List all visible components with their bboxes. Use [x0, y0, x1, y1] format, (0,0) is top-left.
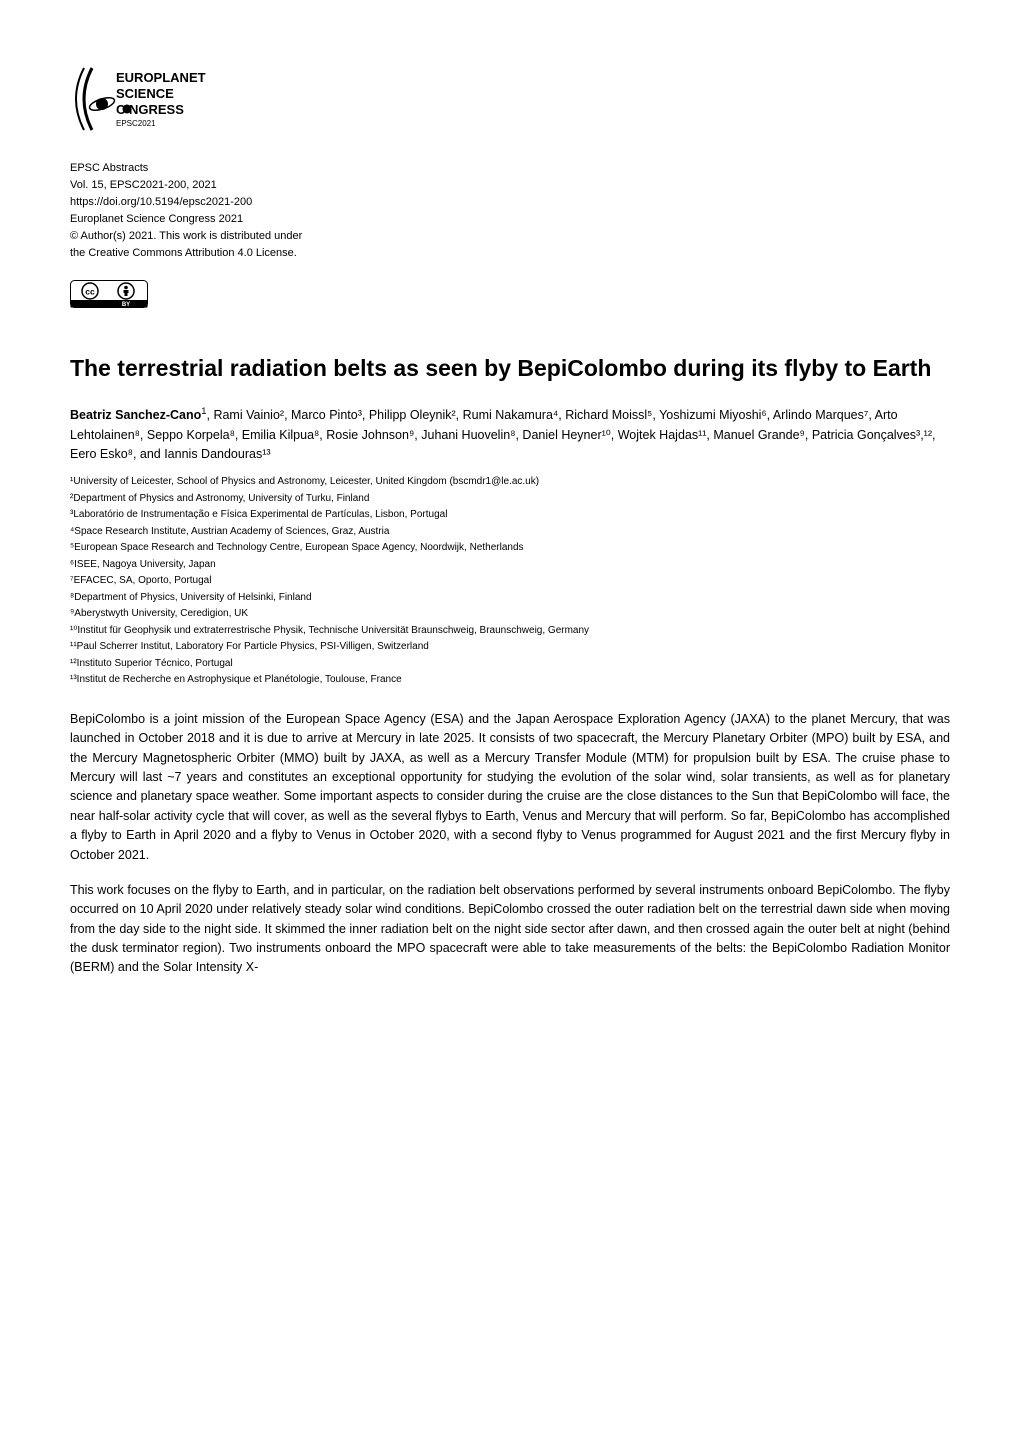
paragraph: This work focuses on the flyby to Earth,… — [70, 881, 950, 978]
abstract-metadata: EPSC Abstracts Vol. 15, EPSC2021-200, 20… — [70, 160, 950, 262]
logo-text-1: EUROPLANET — [116, 70, 206, 85]
affiliation: ³Laboratório de Instrumentação e Física … — [70, 507, 950, 523]
affiliation: ¹²Instituto Superior Técnico, Portugal — [70, 656, 950, 672]
affiliation: ⁸Department of Physics, University of He… — [70, 590, 950, 606]
affiliation: ⁷EFACEC, SA, Oporto, Portugal — [70, 573, 950, 589]
affiliation: ¹¹Paul Scherrer Institut, Laboratory For… — [70, 639, 950, 655]
meta-line: Europlanet Science Congress 2021 — [70, 211, 950, 228]
meta-line: the Creative Commons Attribution 4.0 Lic… — [70, 245, 950, 262]
affiliation: ⁵European Space Research and Technology … — [70, 540, 950, 556]
affiliation: ⁴Space Research Institute, Austrian Acad… — [70, 524, 950, 540]
paragraph: BepiColombo is a joint mission of the Eu… — [70, 710, 950, 865]
logo-sub: EPSC2021 — [116, 119, 156, 128]
svg-text:BY: BY — [122, 302, 130, 308]
cc-by-badge: cc BY — [70, 280, 950, 313]
paper-title: The terrestrial radiation belts as seen … — [70, 353, 950, 384]
meta-line: Vol. 15, EPSC2021-200, 2021 — [70, 177, 950, 194]
logo-text-2: SCIENCE — [116, 86, 174, 101]
affiliation: ⁶ISEE, Nagoya University, Japan — [70, 557, 950, 573]
cc-by-icon: cc BY — [70, 280, 148, 308]
europlanet-logo-svg: EUROPLANET SCIENCE C NGRESS EPSC2021 — [70, 60, 220, 138]
affiliation: ¹University of Leicester, School of Phys… — [70, 474, 950, 490]
meta-doi: https://doi.org/10.5194/epsc2021-200 — [70, 194, 950, 211]
svg-text:cc: cc — [85, 287, 95, 297]
abstract-body: BepiColombo is a joint mission of the Eu… — [70, 710, 950, 978]
author-list: Beatriz Sanchez-Cano1, Rami Vainio², Mar… — [70, 406, 950, 464]
meta-line: EPSC Abstracts — [70, 160, 950, 177]
lead-author: Beatriz Sanchez-Cano — [70, 408, 201, 422]
meta-line: © Author(s) 2021. This work is distribut… — [70, 228, 950, 245]
affiliation: ¹⁰Institut für Geophysik und extraterres… — [70, 623, 950, 639]
affiliation: ⁹Aberystwyth University, Ceredigion, UK — [70, 606, 950, 622]
affiliations-list: ¹University of Leicester, School of Phys… — [70, 474, 950, 688]
affiliation: ²Department of Physics and Astronomy, Un… — [70, 491, 950, 507]
affiliation: ¹³Institut de Recherche en Astrophysique… — [70, 672, 950, 688]
europlanet-logo: EUROPLANET SCIENCE C NGRESS EPSC2021 — [70, 60, 950, 138]
